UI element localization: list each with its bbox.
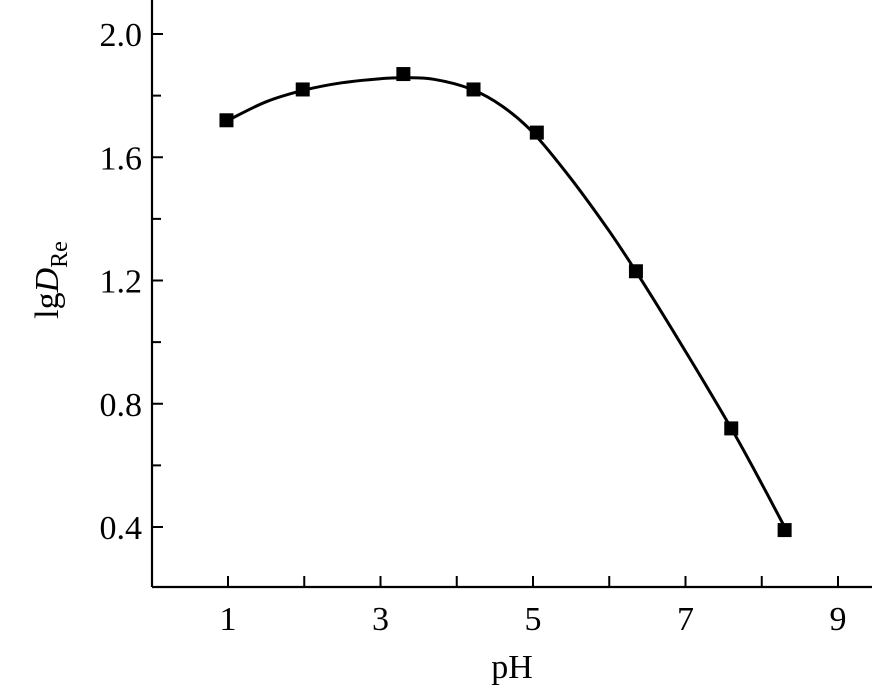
y-tick-label: 1.2 — [100, 264, 143, 301]
data-point-marker — [295, 82, 310, 97]
data-point-marker — [628, 264, 643, 279]
data-point-marker — [777, 523, 792, 538]
x-tick-label: 9 — [830, 601, 847, 638]
y-axis-title-main: lg — [29, 292, 66, 318]
data-point-marker — [529, 125, 544, 140]
x-tick-label: 1 — [220, 601, 237, 638]
x-tick-label: 5 — [525, 601, 542, 638]
y-axis-title: lgDRe — [29, 241, 73, 319]
y-axis-title-italic: D — [29, 267, 66, 293]
fit-curve — [227, 76, 786, 528]
axes — [150, 0, 872, 589]
y-tick-label: 2.0 — [100, 17, 143, 54]
x-tick-label: 7 — [677, 601, 694, 638]
y-ticks: 0.4 0.8 1.2 1.6 2.0 — [100, 17, 163, 547]
data-point-marker — [396, 67, 411, 82]
data-markers — [219, 67, 792, 538]
y-tick-label: 1.6 — [100, 140, 143, 177]
y-tick-label: 0.8 — [100, 387, 143, 424]
data-point-marker — [724, 421, 739, 436]
x-axis-title: pH — [491, 649, 533, 686]
y-axis-title-subscript: Re — [47, 241, 73, 268]
x-tick-label: 3 — [372, 601, 389, 638]
data-point-marker — [219, 113, 234, 128]
data-point-marker — [466, 82, 481, 97]
x-ticks: 1 3 5 7 9 — [220, 576, 847, 638]
y-tick-label: 0.4 — [100, 510, 143, 547]
